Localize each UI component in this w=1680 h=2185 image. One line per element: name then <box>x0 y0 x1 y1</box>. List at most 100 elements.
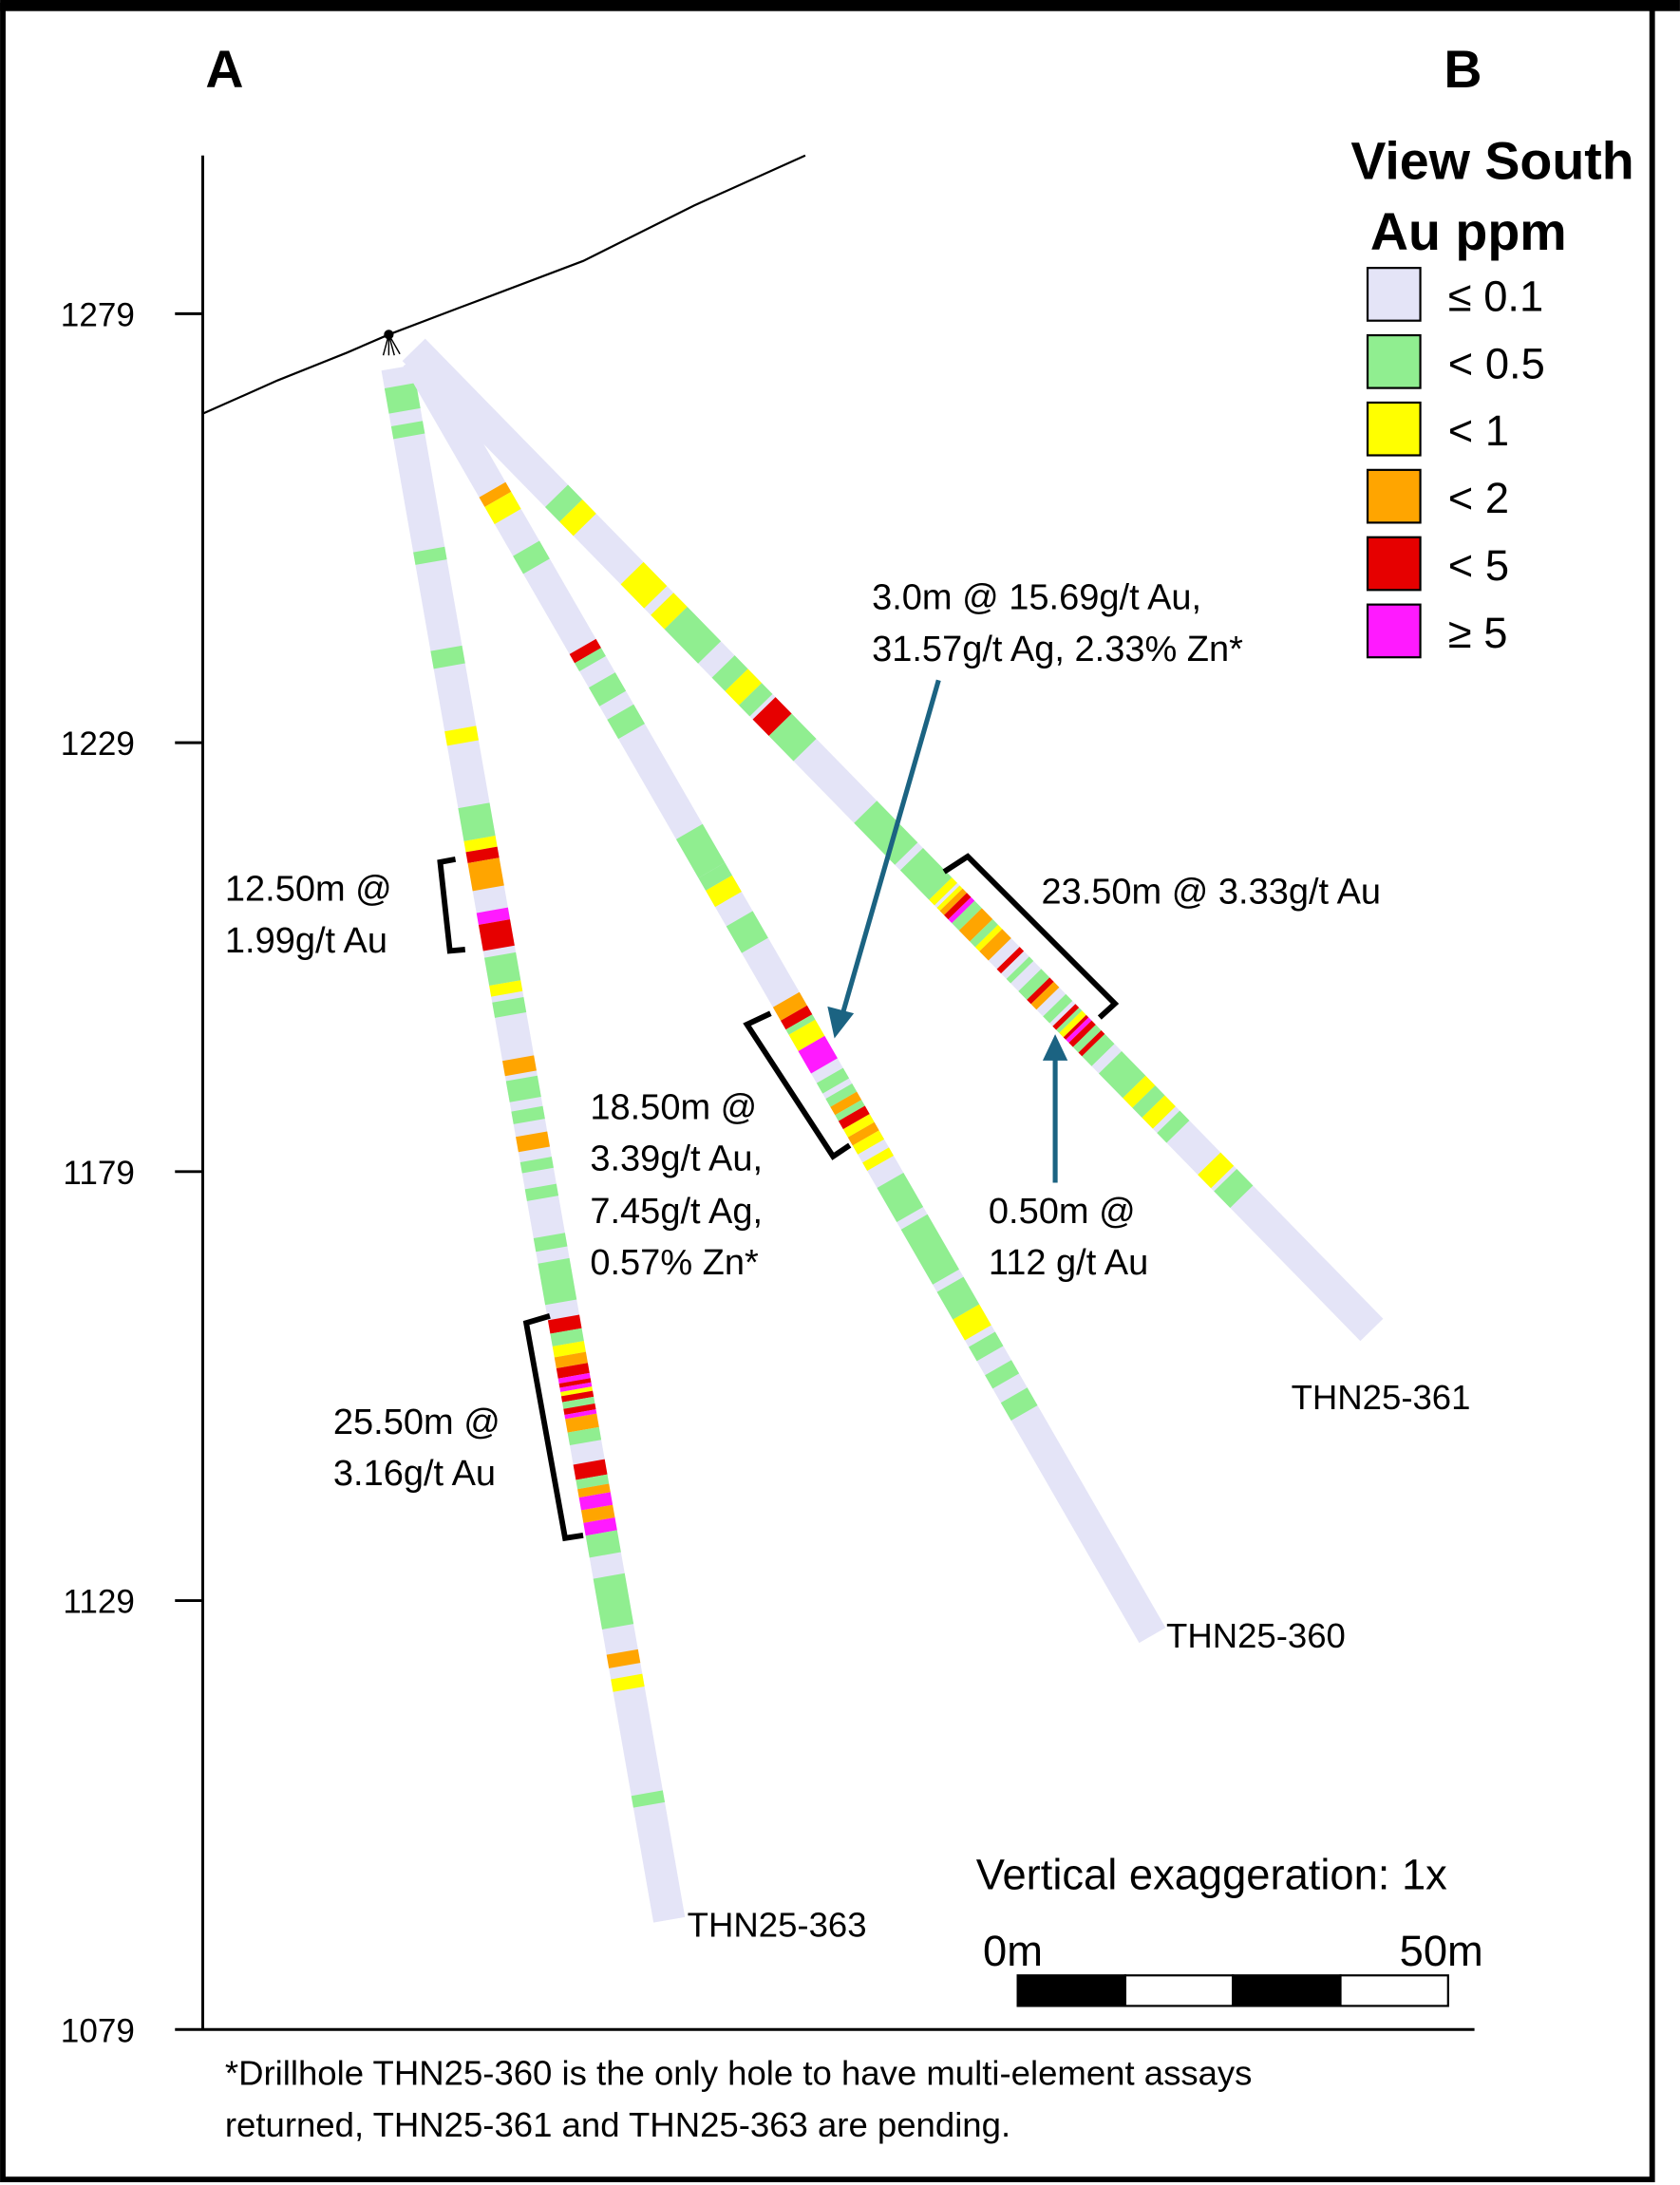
assay-interval <box>675 823 726 878</box>
assay-interval <box>430 645 465 669</box>
intercept-360: 18.50m @ 3.39g/t Au, 7.45g/t Ag, 0.57% Z… <box>590 1087 772 1283</box>
assay-interval <box>465 846 500 863</box>
bracket-363-lower <box>522 1313 584 1542</box>
assay-interval <box>785 1014 816 1035</box>
assay-interval <box>899 848 953 900</box>
assay-interval <box>562 1396 595 1409</box>
assay-interval <box>444 725 479 746</box>
legend-swatch <box>1366 401 1422 457</box>
assay-interval <box>1098 1050 1146 1099</box>
assay-interval <box>1027 977 1054 1005</box>
assay-interval <box>545 484 583 522</box>
assay-interval <box>552 1341 586 1358</box>
assay-interval <box>772 991 807 1021</box>
frame-top <box>0 0 1680 11</box>
assay-interval <box>505 1075 541 1102</box>
intercept-363-upper: 12.50m @ 1.99g/t Au <box>225 870 402 961</box>
footnote: *Drillhole THN25-360 is the only hole to… <box>225 2054 1262 2144</box>
hole-label-363: THN25-363 <box>688 1905 867 1944</box>
assay-interval <box>726 911 768 953</box>
assay-interval <box>830 1091 862 1116</box>
assay-interval <box>533 1233 568 1253</box>
assay-interval <box>484 951 521 987</box>
assay-interval <box>516 1131 550 1153</box>
drillholes <box>381 338 1384 1923</box>
assay-interval <box>567 1426 602 1446</box>
assay-interval <box>484 491 521 524</box>
assay-interval <box>575 648 606 671</box>
assay-interval <box>1157 1110 1190 1143</box>
assay-interval <box>842 1114 875 1138</box>
scale-bar <box>1016 1974 1449 2007</box>
assay-interval <box>1063 1014 1089 1040</box>
intercept-360-callout: 3.0m @ 15.69g/t Au, 31.57g/t Ag, 2.33% Z… <box>872 578 1243 669</box>
assay-interval <box>519 1157 554 1174</box>
intercept-363-lower: 25.50m @ 3.16g/t Au <box>333 1403 510 1494</box>
assay-interval <box>620 561 668 609</box>
assay-interval <box>390 421 425 440</box>
assay-interval <box>573 1459 608 1480</box>
assay-interval <box>711 655 748 691</box>
hole-label-361: THN25-361 <box>1292 1378 1471 1417</box>
assay-interval <box>581 1504 615 1523</box>
assay-interval <box>651 593 688 630</box>
assay-interval <box>725 669 763 706</box>
assay-interval <box>1068 1020 1096 1047</box>
assay-interval <box>781 1005 813 1030</box>
assay-interval <box>768 713 817 762</box>
assay-interval <box>936 1276 980 1320</box>
assay-interval <box>936 885 963 912</box>
assay-interval <box>979 929 1011 961</box>
assay-interval <box>1018 969 1050 1000</box>
assay-interval <box>970 919 998 948</box>
tick-label: 1279 <box>61 297 135 334</box>
assay-interval <box>953 1304 991 1341</box>
assay-interval <box>877 1172 924 1223</box>
assay-interval <box>585 1530 621 1558</box>
assay-interval <box>559 1382 593 1392</box>
assay-interval <box>1056 1008 1083 1033</box>
tick-label: 1079 <box>61 2012 135 2049</box>
legend-swatch <box>1366 603 1422 659</box>
assay-interval <box>1142 1095 1176 1129</box>
assay-interval <box>413 546 447 565</box>
assay-interval <box>476 907 511 925</box>
assay-interval <box>559 499 596 537</box>
assay-interval <box>607 704 645 740</box>
assay-interval <box>576 1474 610 1490</box>
scale-start-label: 0m <box>983 1927 1043 1975</box>
assay-interval <box>948 896 975 924</box>
assay-interval <box>565 1413 599 1433</box>
assay-interval <box>513 540 550 575</box>
assay-interval <box>739 683 773 717</box>
assay-interval <box>788 1019 825 1051</box>
assay-interval <box>985 1360 1020 1389</box>
assay-interval <box>958 908 993 942</box>
bracket-363-upper <box>437 857 466 954</box>
section-end-label: B <box>1444 40 1482 99</box>
tick-label: 1229 <box>61 725 135 763</box>
intercept-361-callout: 0.50m @ 112 g/t Au <box>989 1192 1148 1283</box>
assay-interval <box>825 1083 858 1107</box>
legend-label: < 2 <box>1448 474 1509 522</box>
assay-interval <box>384 383 421 414</box>
assay-interval <box>1072 1025 1102 1053</box>
bracket-361 <box>942 853 1120 1020</box>
assay-interval <box>511 1105 545 1124</box>
legend-swatch <box>1366 468 1422 524</box>
assay-interval <box>631 1790 666 1808</box>
assay-interval <box>547 1314 582 1334</box>
legend-label: ≥ 5 <box>1448 609 1508 657</box>
assay-interval <box>1214 1169 1254 1208</box>
arrow-360-shaft <box>840 679 941 1014</box>
tick-label: 1179 <box>63 1155 134 1192</box>
legend-swatch <box>1366 267 1422 322</box>
assay-interval <box>996 947 1025 974</box>
assay-interval <box>611 1673 645 1692</box>
assay-interval <box>560 1386 594 1397</box>
legend-swatch <box>1366 333 1422 389</box>
assay-interval <box>862 1147 894 1172</box>
assay-interval <box>838 1105 870 1130</box>
tick-label: 1129 <box>63 1584 134 1621</box>
scale-end-label: 50m <box>1400 1927 1483 1975</box>
